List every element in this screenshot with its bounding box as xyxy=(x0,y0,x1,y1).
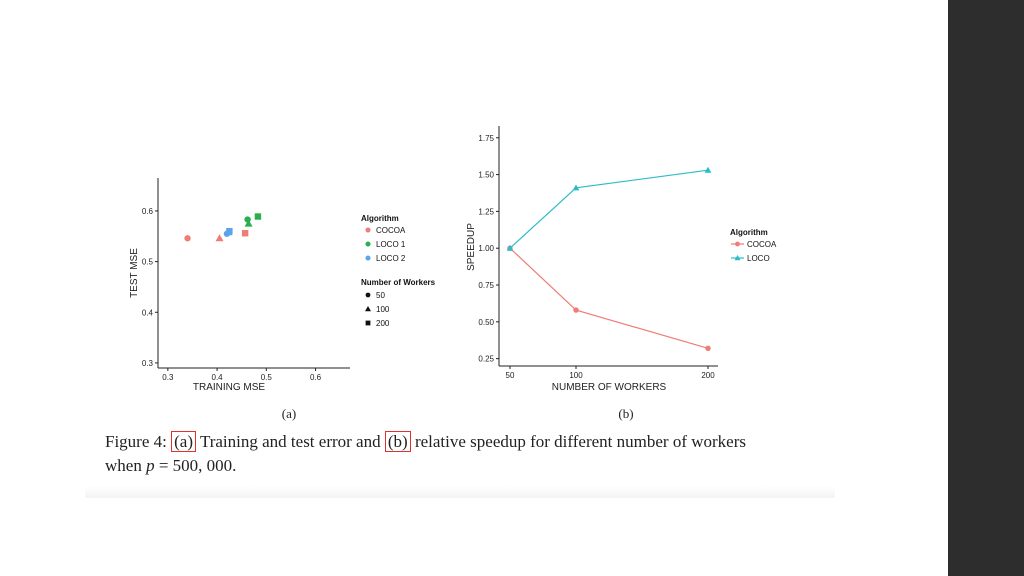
chart-b-point xyxy=(705,345,711,352)
chart-b-x-tick-label: 50 xyxy=(506,371,515,380)
chart-b-x-tick-label: 200 xyxy=(701,371,715,380)
chart-a-point xyxy=(215,234,224,242)
chart-b-point xyxy=(573,307,579,313)
chart-a-y-tick-label: 0.6 xyxy=(142,207,154,216)
chart-b-series-line xyxy=(509,169,709,249)
chart-b-y-tick-label: 1.50 xyxy=(478,171,494,180)
chart-a-x-tick-label: 0.5 xyxy=(261,373,273,382)
chart-b-x-axis-title: NUMBER OF WORKERS xyxy=(552,382,667,393)
caption-variable: p xyxy=(146,456,155,475)
chart-b-y-tick-label: 0.50 xyxy=(478,318,494,327)
chart-a-legend-workers-key xyxy=(365,320,371,326)
chart-a-legend-algorithm-label: COCOA xyxy=(376,226,406,235)
chart-a-x-tick-label: 0.3 xyxy=(162,373,174,382)
chart-a-legend-algorithm-key xyxy=(365,227,371,233)
caption-ref-b: (b) xyxy=(384,431,411,452)
chart-a-legend-workers-title: Number of Workers xyxy=(361,278,436,287)
figure-caption: Figure 4: (a) Training and test error an… xyxy=(105,430,845,478)
chart-b-y-tick-label: 1.00 xyxy=(478,244,494,253)
caption-ref-a: (a) xyxy=(171,431,196,452)
chart-b-legend-key xyxy=(735,241,740,247)
caption-suffix: relative speedup for different number of… xyxy=(414,432,746,451)
chart-b-legend-label: COCOA xyxy=(747,240,777,249)
chart-a-legend-algorithm-label: LOCO 2 xyxy=(376,254,406,263)
chart-b-x-tick-label: 100 xyxy=(569,371,583,380)
figure-canvas: 0.3 0.4 0.5 0.6 0.3 0.4 0.5 0.6 TRAINING MSE TEST… xyxy=(129,126,777,421)
caption-prefix: Figure 4: xyxy=(105,432,167,451)
chart-b-y-tick-label: 1.75 xyxy=(478,134,494,143)
chart-a-point xyxy=(241,230,249,237)
chart-b-y-tick-label: 0.75 xyxy=(478,281,494,290)
chart-b-y-tick-label: 0.25 xyxy=(478,355,494,364)
chart-b-point xyxy=(572,184,580,191)
chart-a-legend-workers-key xyxy=(365,306,371,312)
chart-a-legend-algorithm-key xyxy=(365,241,371,247)
chart-a-legend-workers-label: 50 xyxy=(376,291,385,300)
chart-b-point xyxy=(506,244,514,251)
chart-a-legend-algorithm-key xyxy=(365,255,371,261)
chart-a-point xyxy=(254,213,262,220)
chart-b-series-line xyxy=(509,247,709,349)
chart-a-x-axis-title: TRAINING MSE xyxy=(193,382,266,393)
chart-b-legend-title: Algorithm xyxy=(730,228,768,237)
chart-a-sublabel: (a) xyxy=(282,406,296,421)
chart-b-y-axis-title: SPEEDUP xyxy=(466,223,477,271)
chart-a-x-tick-label: 0.4 xyxy=(212,373,224,382)
chart-b-y-tick-label: 1.25 xyxy=(478,207,494,216)
chart-a-point xyxy=(244,219,253,227)
chart-a-y-tick-label: 0.5 xyxy=(142,258,154,267)
caption-line2-a: when xyxy=(105,456,142,475)
bottom-fade xyxy=(85,486,835,498)
chart-a-legend-workers-label: 200 xyxy=(376,319,390,328)
chart-a-point xyxy=(184,235,191,242)
chart-a-y-tick-label: 0.4 xyxy=(142,308,154,317)
chart-a-legend-algorithm-label: LOCO 1 xyxy=(376,240,406,249)
right-sidebar xyxy=(948,0,1024,576)
chart-a-y-axis-title: TEST MSE xyxy=(129,248,140,298)
chart-a-x-tick-label: 0.6 xyxy=(310,373,322,382)
chart-b-legend-label: LOCO xyxy=(747,254,770,263)
chart-a-legend-algorithm-title: Algorithm xyxy=(361,214,399,223)
chart-a-y-tick-label: 0.3 xyxy=(142,359,154,368)
chart-b-point xyxy=(704,166,712,173)
caption-middle: Training and test error and xyxy=(199,432,381,451)
chart-a-legend-workers-key xyxy=(365,292,371,298)
chart-b-legend-key xyxy=(734,255,741,261)
chart-a-point xyxy=(226,228,233,235)
chart-a-legend-workers-label: 100 xyxy=(376,305,390,314)
chart-b-sublabel: (b) xyxy=(618,406,633,421)
caption-line2-b: = 500, 000. xyxy=(158,456,237,475)
